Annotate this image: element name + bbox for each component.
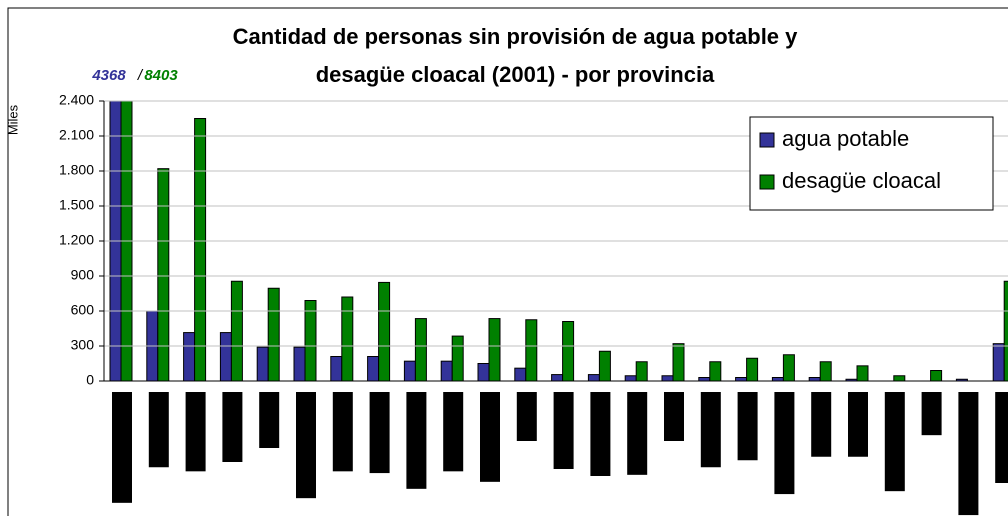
bar: [148, 392, 169, 468]
legend-swatch: [759, 132, 775, 148]
bar: [661, 375, 674, 382]
bar: [735, 377, 748, 382]
y-tick-label: 300: [71, 337, 95, 353]
bar: [709, 361, 722, 382]
y-tick-label: 900: [71, 267, 95, 283]
bar: [700, 392, 721, 468]
bar: [403, 360, 416, 382]
bar: [958, 392, 979, 516]
legend-swatch: [759, 174, 775, 190]
bar: [304, 300, 317, 382]
bar: [185, 392, 206, 472]
y-axis-label: Miles: [5, 104, 20, 135]
bar: [737, 392, 758, 461]
bar: [109, 101, 122, 382]
bar: [590, 392, 611, 476]
chart-title: Cantidad de personas sin provisión de ag…: [233, 24, 799, 49]
bar: [782, 354, 795, 382]
annotation: /: [137, 67, 144, 84]
legend-label: agua potable: [782, 126, 909, 151]
bar: [293, 346, 306, 382]
bar: [587, 374, 600, 382]
bar: [367, 356, 380, 382]
bar: [330, 356, 343, 382]
bar: [551, 374, 564, 382]
chart-subtitle: desagüe cloacal (2001) - por provincia: [316, 62, 715, 87]
y-tick-label: 2.100: [59, 127, 94, 143]
y-tick-label: 1.800: [59, 162, 94, 178]
chart-frame: [7, 7, 1008, 516]
bar: [414, 318, 427, 382]
bar: [856, 365, 869, 382]
y-tick-label: 1.200: [59, 232, 94, 248]
bar: [746, 357, 759, 382]
annotation: 4368: [91, 67, 126, 84]
bar: [771, 377, 784, 382]
bar: [848, 392, 868, 457]
bar: [120, 101, 133, 382]
bar: [819, 361, 832, 382]
bar: [635, 361, 648, 382]
bar: [440, 360, 453, 382]
bar: [992, 343, 1005, 382]
bar: [296, 392, 316, 499]
bar: [341, 296, 354, 382]
bar: [562, 321, 575, 382]
bar: [514, 367, 527, 382]
y-tick-label: 600: [71, 302, 95, 318]
bar: [480, 392, 500, 482]
bar: [808, 377, 821, 382]
y-tick-label: 0: [86, 372, 94, 388]
bar: [921, 392, 942, 436]
bar: [930, 370, 943, 382]
bar: [884, 392, 905, 492]
bar: [219, 332, 232, 382]
bar: [222, 392, 243, 462]
bar: [893, 375, 906, 382]
bar: [672, 343, 685, 382]
bar: [525, 319, 538, 382]
bar: [256, 346, 269, 382]
bar: [443, 392, 464, 472]
bar: [774, 392, 795, 495]
bar: [112, 392, 132, 503]
bar: [488, 318, 501, 382]
bar: [516, 392, 537, 441]
bar: [332, 392, 353, 472]
bar: [624, 375, 637, 382]
bar: [627, 392, 648, 475]
bar: [811, 392, 832, 457]
bar: [1003, 280, 1008, 382]
bar: [183, 332, 196, 382]
bar: [267, 287, 280, 382]
y-tick-label: 1.500: [59, 197, 94, 213]
legend-label: desagüe cloacal: [782, 168, 941, 193]
y-tick-label: 2.400: [59, 92, 94, 108]
bar: [598, 350, 611, 382]
bar: [553, 392, 574, 469]
bar: [995, 392, 1008, 483]
bar: [230, 280, 243, 382]
bar: [259, 392, 280, 448]
legend-box: [749, 116, 994, 211]
bar: [157, 168, 170, 382]
bar: [698, 377, 711, 382]
bar: [406, 392, 427, 489]
annotation: 8403: [144, 67, 178, 84]
bar: [451, 335, 464, 382]
bar: [369, 392, 390, 474]
bar: [477, 363, 490, 382]
bar: [194, 118, 207, 382]
bar: [378, 281, 391, 382]
bar: [664, 392, 684, 441]
